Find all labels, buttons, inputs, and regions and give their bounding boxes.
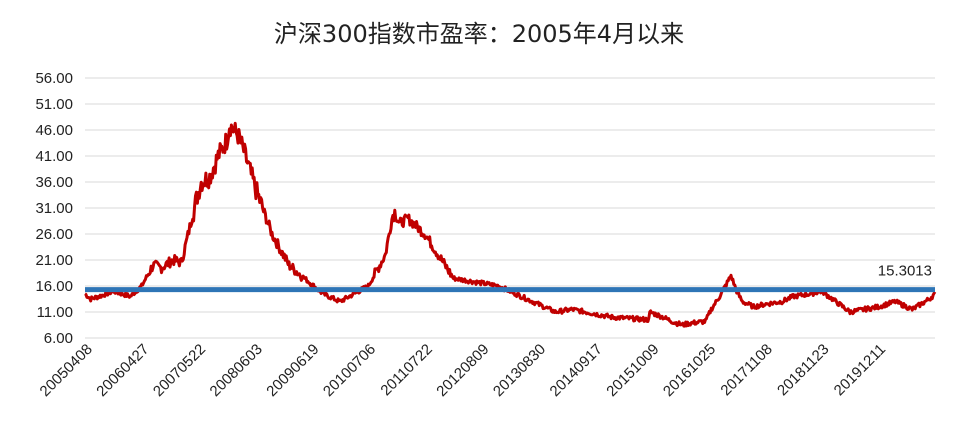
y-tick-label: 16.00 xyxy=(35,278,73,295)
y-tick-label: 46.00 xyxy=(35,122,73,139)
mean-value-label: 15.3013 xyxy=(878,263,932,280)
x-tick-label: 20181123 xyxy=(774,341,832,399)
x-tick-label: 20060427 xyxy=(93,341,152,400)
chart-title: 沪深300指数市盈率：2005年4月以来 xyxy=(273,20,685,48)
x-tick-label: 20171108 xyxy=(717,341,775,399)
x-tick-label: 20090619 xyxy=(263,341,322,400)
x-tick-label: 20151009 xyxy=(603,341,662,400)
x-tick-label: 20140917 xyxy=(547,341,606,400)
y-tick-label: 56.00 xyxy=(35,70,73,87)
y-tick-label: 31.00 xyxy=(35,200,73,217)
x-tick-label: 20161025 xyxy=(660,341,719,400)
x-tick-label: 20191211 xyxy=(831,341,889,399)
pe-series-line xyxy=(84,121,937,328)
x-tick-label: 20110722 xyxy=(377,341,435,399)
y-tick-label: 21.00 xyxy=(35,252,73,269)
x-tick-label: 20130830 xyxy=(490,341,549,400)
y-tick-label: 26.00 xyxy=(35,226,73,243)
x-tick-label: 20080603 xyxy=(207,341,266,400)
x-tick-label: 20100706 xyxy=(320,341,379,400)
y-tick-label: 51.00 xyxy=(35,96,73,113)
y-tick-label: 6.00 xyxy=(44,330,73,347)
y-tick-label: 11.00 xyxy=(37,304,73,321)
y-tick-label: 36.00 xyxy=(35,174,73,191)
x-tick-label: 20050408 xyxy=(37,341,96,400)
x-tick-label: 20120809 xyxy=(433,341,492,400)
y-tick-label: 41.00 xyxy=(35,148,73,165)
x-tick-label: 20070522 xyxy=(150,341,209,400)
